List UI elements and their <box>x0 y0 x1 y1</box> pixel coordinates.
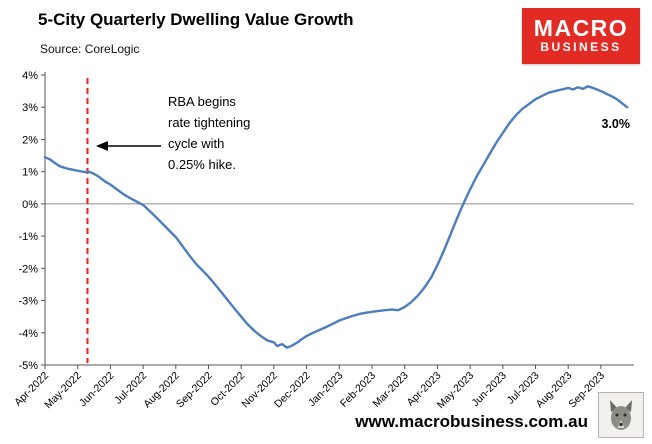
x-tick-label: Mar-2023 <box>371 370 411 410</box>
website-url: www.macrobusiness.com.au <box>355 412 588 431</box>
annotation-line: 0.25% hike. <box>168 157 236 172</box>
y-tick-label: -4% <box>18 328 38 340</box>
y-tick-label: -5% <box>18 360 38 372</box>
wolf-logo-icon <box>598 392 644 438</box>
y-tick-label: 3% <box>22 102 38 114</box>
x-tick-label: Jun-2023 <box>469 370 509 410</box>
source-label: Source: CoreLogic <box>40 42 140 56</box>
y-tick-label: -3% <box>18 296 38 308</box>
page-title: 5-City Quarterly Dwelling Value Growth <box>38 10 354 29</box>
logo-text-macro: MACRO <box>533 15 629 42</box>
macrobusiness-logo: MACRO BUSINESS <box>522 8 640 64</box>
y-tick-label: 1% <box>22 167 38 179</box>
y-tick-label: 0% <box>22 199 38 211</box>
end-value-label: 3.0% <box>602 117 631 131</box>
annotation-line: cycle with <box>168 136 224 151</box>
growth-line-chart: 4%3%2%1%0%-1%-2%-3%-4%-5%Apr-2022May-202… <box>12 70 634 411</box>
y-tick-label: 4% <box>22 70 38 82</box>
annotation-line: RBA begins <box>168 94 236 109</box>
x-tick-label: Sep-2022 <box>174 370 215 411</box>
annotation-arrowhead <box>96 141 108 151</box>
y-tick-label: -2% <box>18 263 38 275</box>
annotation-line: rate tightening <box>168 115 250 130</box>
x-tick-label: Dec-2022 <box>272 370 313 411</box>
logo-text-business: BUSINESS <box>540 40 622 55</box>
y-tick-label: -1% <box>18 231 38 243</box>
x-tick-label: Jun-2022 <box>77 370 117 410</box>
y-tick-label: 2% <box>22 134 38 146</box>
growth-series-line <box>43 85 629 349</box>
